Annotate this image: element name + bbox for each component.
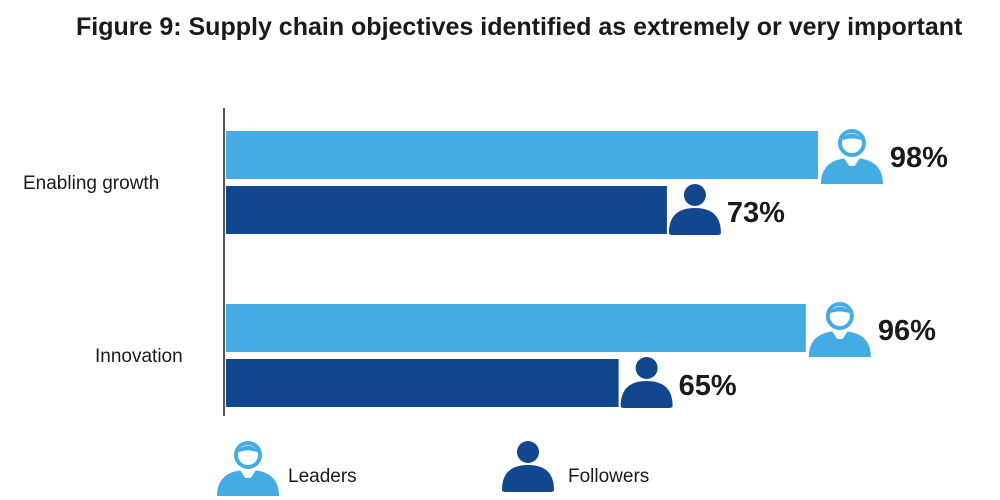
chart-title: Figure 9: Supply chain objectives identi… (76, 13, 963, 41)
legend-item: Leaders (217, 441, 357, 496)
leaders-bar (226, 131, 818, 179)
leader-person-icon (217, 441, 279, 496)
category-label: Innovation (95, 346, 183, 367)
leaders-bar (226, 304, 806, 352)
follower-person-icon (502, 441, 554, 492)
follower-person-icon (668, 184, 721, 235)
value-label: 65% (679, 370, 737, 402)
legend-label: Followers (568, 466, 649, 487)
follower-person-icon (620, 357, 673, 408)
followers-bar (226, 186, 667, 234)
value-label: 73% (727, 197, 785, 229)
legend-label: Leaders (288, 466, 357, 487)
followers-bar (226, 359, 619, 407)
leader-person-icon (820, 129, 883, 184)
category-label: Enabling growth (23, 173, 159, 194)
value-label: 96% (878, 315, 936, 347)
legend-item: Followers (502, 441, 649, 492)
leader-person-icon (808, 302, 871, 357)
value-label: 98% (890, 142, 948, 174)
